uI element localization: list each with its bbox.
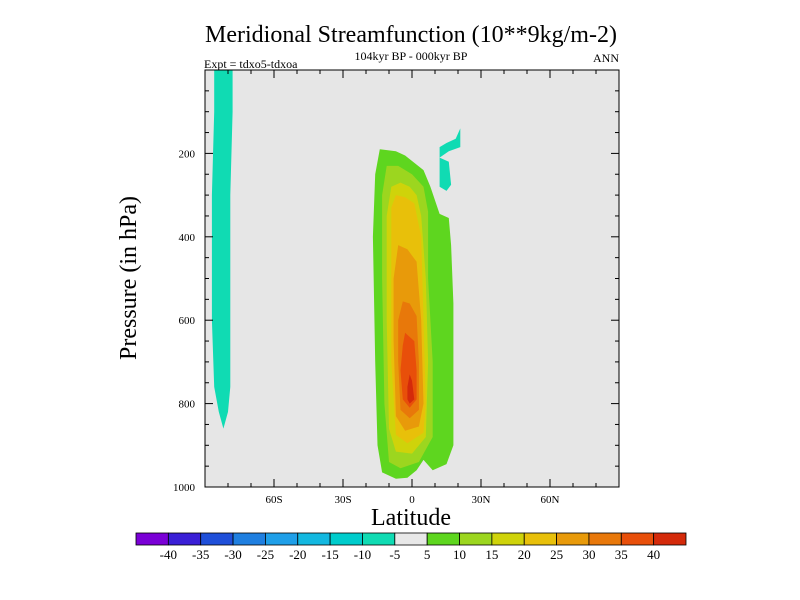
chart-subtitle: 104kyr BP - 000kyr BP [355, 49, 468, 63]
colorbar-label: -10 [354, 547, 371, 562]
y-tick-label: 1000 [173, 482, 196, 494]
season-label: ANN [593, 51, 619, 65]
colorbar-swatch [459, 532, 493, 546]
colorbar-swatch [297, 532, 331, 546]
x-tick-label: 60N [541, 494, 560, 506]
colorbar-label: 30 [582, 547, 595, 562]
colorbar-label: -5 [389, 547, 400, 562]
y-tick-label: 200 [179, 148, 196, 160]
colorbar-label: -20 [289, 547, 306, 562]
colorbar-label: 20 [518, 547, 531, 562]
colorbar-swatch [620, 532, 655, 546]
contour-upper-nh-negative-cell-2 [439, 147, 452, 191]
x-tick-label: 0 [409, 494, 415, 506]
colorbar-swatch [265, 532, 299, 546]
x-tick-label: 30N [472, 494, 491, 506]
colorbar-label: -40 [160, 547, 177, 562]
colorbar-label: 5 [424, 547, 431, 562]
contour-hadley-cell-40 [407, 374, 415, 404]
colorbar-swatch [523, 532, 557, 546]
colorbar-label: 35 [615, 547, 628, 562]
experiment-label: Expt = tdxo5-tdxoa [204, 57, 298, 71]
contour-sh-polar-negative-cell [211, 70, 233, 429]
colorbar: -40 -35 -30 -25 -20 -15 -10 -5 5 10 15 20 25 30 35 40 [135, 532, 687, 562]
colorbar-swatch [167, 532, 202, 546]
colorbar-swatch [329, 532, 363, 546]
colorbar-label: 10 [453, 547, 466, 562]
x-tick-label: 60S [265, 494, 282, 506]
chart-title: Meridional Streamfunction (10**9kg/m-2) [205, 22, 617, 48]
colorbar-swatch [491, 532, 525, 546]
x-tick-label: 30S [334, 494, 351, 506]
axis-ticks: 60S 30S 0 30N 60N 200 400 600 800 1000 [173, 70, 619, 506]
colorbar-swatch [426, 532, 460, 546]
colorbar-swatch [200, 532, 234, 546]
colorbar-label: 40 [647, 547, 660, 562]
colorbar-swatch [362, 532, 396, 546]
colorbar-swatch [556, 532, 590, 546]
x-axis-title: Latitude [371, 505, 451, 531]
contour-upper-nh-negative-cell [439, 128, 461, 158]
colorbar-label: -25 [257, 547, 274, 562]
colorbar-swatch [232, 532, 266, 546]
y-tick-label: 600 [179, 315, 196, 327]
y-tick-label: 800 [179, 399, 196, 411]
y-axis-title: Pressure (in hPa) [116, 196, 142, 360]
colorbar-label: -30 [224, 547, 241, 562]
colorbar-swatch [135, 532, 169, 546]
y-tick-label: 400 [179, 232, 196, 244]
colorbar-swatch [653, 532, 687, 546]
colorbar-swatch [394, 532, 428, 546]
contour-regions [211, 70, 461, 479]
colorbar-label: -15 [321, 547, 338, 562]
colorbar-label: 25 [550, 547, 563, 562]
colorbar-label: -35 [192, 547, 209, 562]
colorbar-swatch [588, 532, 622, 546]
colorbar-label: 15 [485, 547, 498, 562]
